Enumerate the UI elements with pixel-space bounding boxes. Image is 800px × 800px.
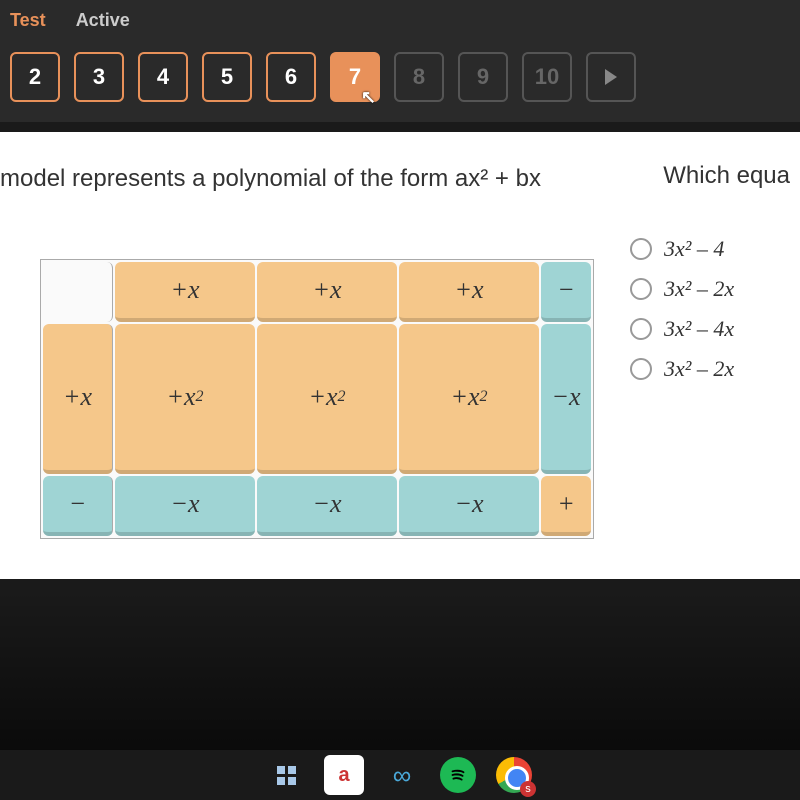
radio-icon: [630, 358, 652, 380]
answer-a[interactable]: 3x² – 4: [630, 236, 800, 262]
nav-q5[interactable]: 5: [202, 52, 252, 102]
radio-icon: [630, 318, 652, 340]
algebra-tile: +: [541, 476, 591, 536]
nav-q6[interactable]: 6: [266, 52, 316, 102]
algebra-tile: +x2: [399, 324, 539, 474]
algebra-tile: +x: [43, 324, 113, 474]
algebra-tile-model: +x+x+x−+x+x2+x2+x2−x−−x−x−x+: [40, 259, 594, 539]
windows-icon[interactable]: [266, 755, 306, 795]
algebra-tile: +x: [399, 262, 539, 322]
infinity-icon[interactable]: ∞: [382, 755, 422, 795]
algebra-tile: +x: [115, 262, 255, 322]
chrome-icon[interactable]: s: [494, 755, 534, 795]
nav-q7[interactable]: 7↖: [330, 52, 380, 102]
question-nav: 2 3 4 5 6 7↖ 8 9 10: [0, 40, 800, 122]
answer-b[interactable]: 3x² – 2x: [630, 276, 800, 302]
nav-q4[interactable]: 4: [138, 52, 188, 102]
tile-blank: [43, 262, 113, 322]
nav-q8[interactable]: 8: [394, 52, 444, 102]
taskbar: a ∞ s: [0, 750, 800, 800]
algebra-tile: −x: [399, 476, 539, 536]
question-panel: e model represents a polynomial of the f…: [0, 132, 800, 579]
algebra-tile: −: [541, 262, 591, 322]
algebra-tile: +x: [257, 262, 397, 322]
badge-icon: s: [520, 781, 536, 797]
app-a-icon[interactable]: a: [324, 755, 364, 795]
cursor-icon: ↖: [361, 87, 376, 108]
algebra-tile: −x: [257, 476, 397, 536]
algebra-tile: −: [43, 476, 113, 536]
answer-c[interactable]: 3x² – 4x: [630, 316, 800, 342]
nav-q2[interactable]: 2: [10, 52, 60, 102]
tab-active[interactable]: Active: [76, 10, 130, 31]
answer-choices: 3x² – 4 3x² – 2x 3x² – 4x 3x² – 2x: [630, 222, 800, 396]
spotify-icon[interactable]: [440, 757, 476, 793]
nav-q9[interactable]: 9: [458, 52, 508, 102]
question-right-heading: Which equa: [663, 162, 790, 190]
algebra-tile: +x2: [257, 324, 397, 474]
algebra-tile: −x: [541, 324, 591, 474]
nav-q10[interactable]: 10: [522, 52, 572, 102]
answer-d[interactable]: 3x² – 2x: [630, 356, 800, 382]
radio-icon: [630, 278, 652, 300]
algebra-tile: −x: [115, 476, 255, 536]
tab-test[interactable]: Test: [10, 10, 46, 31]
nav-next[interactable]: [586, 52, 636, 102]
algebra-tile: +x2: [115, 324, 255, 474]
play-icon: [605, 69, 617, 85]
radio-icon: [630, 238, 652, 260]
nav-q3[interactable]: 3: [74, 52, 124, 102]
